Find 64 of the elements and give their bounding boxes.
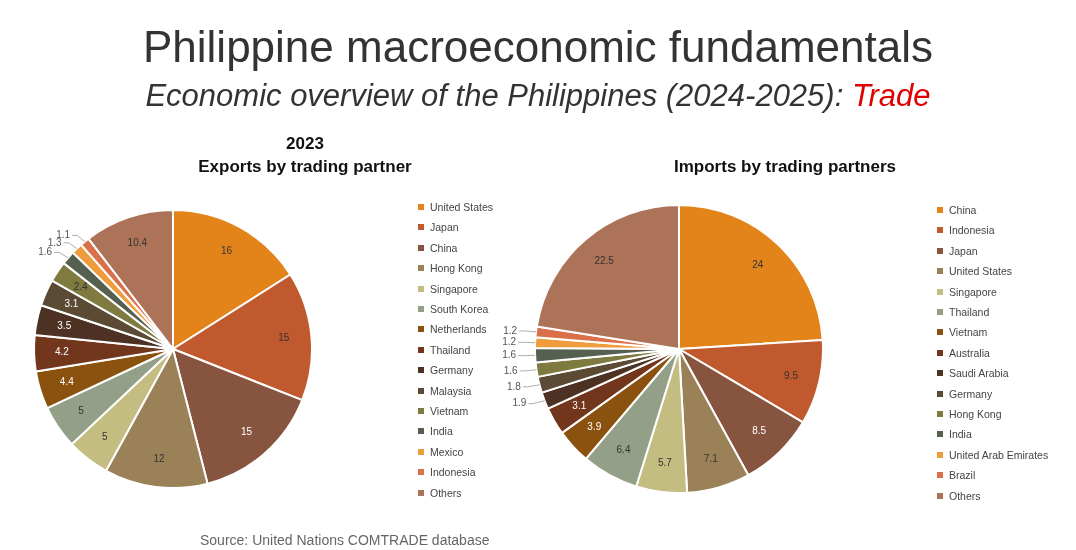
legend-label: United States [430, 201, 494, 213]
legend-label: Germany [949, 387, 993, 400]
legend-label: Thailand [949, 306, 990, 318]
legend-label: Brazil [949, 469, 976, 482]
legend-label: Japan [430, 221, 459, 234]
data-label: 24 [752, 258, 764, 270]
data-label: 5 [78, 405, 85, 417]
legend-label: Mexico [430, 445, 464, 458]
legend-label: Others [949, 489, 981, 502]
source-note: Source: United Nations COMTRADE database [200, 532, 490, 548]
legend-label: Vietnam [430, 405, 469, 417]
text: Philippine macroeconomic fundamentals [142, 22, 934, 72]
legend-label: Others [430, 486, 462, 499]
data-label: 8.5 [752, 425, 767, 437]
legend-label: Netherlands [430, 323, 487, 336]
chart-subtitle: Exports by trading partner [197, 156, 413, 178]
legend-label: Thailand [430, 343, 471, 356]
data-label: 4.4 [59, 375, 75, 387]
legend-label: China [430, 241, 458, 254]
data-label: 9.5 [784, 369, 799, 381]
data-label: 12 [153, 453, 166, 465]
data-label: 3.9 [587, 420, 602, 432]
legend-label: Japan [949, 244, 978, 257]
data-label: 1.6 [38, 246, 53, 258]
text: Economic overview of the Philippines (2024-2025): Trade [144, 78, 932, 114]
data-label: 7.1 [703, 453, 719, 465]
chart-title: Imports by trading partners [673, 156, 897, 178]
data-label: 1.2 [503, 324, 518, 336]
data-label: 1.9 [512, 397, 527, 409]
legend-label: Malaysia [430, 384, 472, 397]
data-label: 1.6 [503, 364, 519, 376]
data-label: 22.5 [594, 255, 615, 267]
data-label: 3.1 [64, 297, 79, 309]
data-label: 6.4 [616, 443, 631, 455]
data-label: 1.6 [502, 349, 517, 361]
data-label: 15 [240, 426, 253, 438]
data-label: 16 [221, 245, 233, 257]
legend-label: India [430, 425, 453, 438]
legend-label: China [949, 204, 977, 216]
data-label: 4.2 [54, 346, 70, 358]
legend-label: India [949, 428, 972, 441]
legend-label: Hong Kong [949, 408, 1002, 420]
data-label: 5 [102, 430, 109, 442]
legend-label: Indonesia [949, 224, 995, 237]
legend-label: South Korea [430, 303, 489, 315]
legend-label: Australia [949, 346, 990, 359]
data-label: 15 [278, 332, 290, 344]
chart-title: 2023 [285, 133, 325, 155]
legend-label: Germany [430, 364, 474, 377]
legend-label: Hong Kong [430, 262, 483, 275]
legend-label: Saudi Arabia [949, 367, 1009, 380]
data-label: 10.4 [127, 237, 148, 249]
data-label: 2.4 [73, 280, 89, 292]
legend-label: Singapore [949, 285, 997, 298]
legend-label: Indonesia [430, 466, 476, 479]
data-label: 1.8 [506, 380, 522, 392]
legend-label: United Arab Emirates [949, 448, 1049, 461]
data-label: 5.7 [657, 457, 673, 469]
legend-label: Singapore [430, 282, 478, 295]
data-label: 3.5 [57, 319, 72, 331]
legend-label: United States [949, 265, 1013, 278]
data-label: 3.1 [572, 400, 587, 412]
legend-label: Vietnam [949, 326, 988, 339]
data-label: 1.2 [502, 336, 517, 348]
